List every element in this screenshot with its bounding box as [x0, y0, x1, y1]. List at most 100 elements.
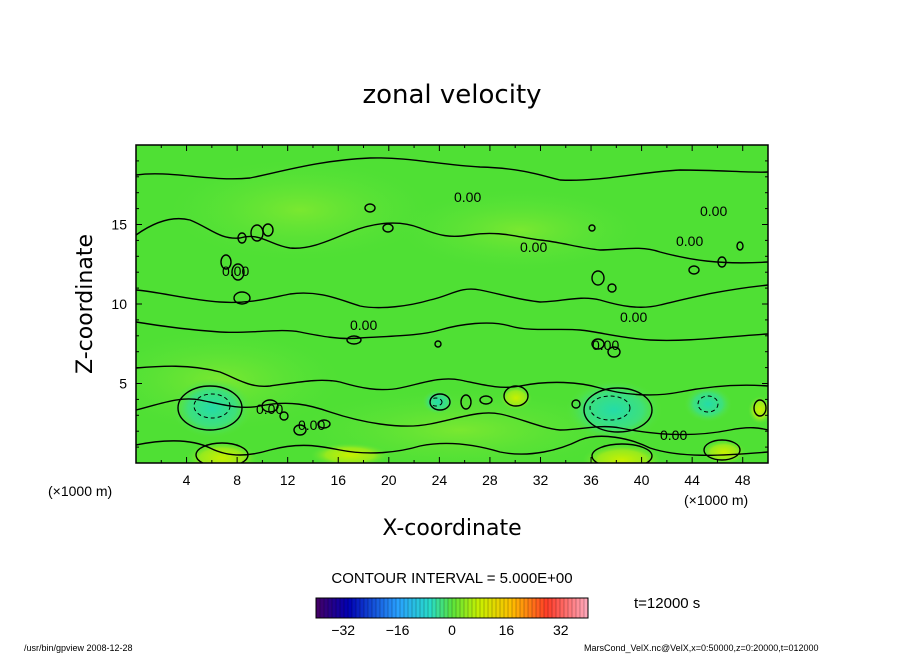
colorbar-ticks: −32 −16 0 16 32: [331, 622, 568, 638]
contour-label: 0.00: [350, 317, 377, 333]
colorbar-segment: [516, 598, 521, 618]
colorbar-segment: [368, 598, 373, 618]
colorbar-segment: [420, 598, 425, 618]
colorbar-segment: [364, 598, 369, 618]
colorbar-segment: [320, 598, 325, 618]
x-axis-unit-right: (×1000 m): [684, 492, 748, 508]
colorbar-segment: [404, 598, 409, 618]
chart-title: zonal velocity: [362, 80, 541, 110]
time-label: t=12000 s: [634, 595, 700, 612]
colorbar-segment: [548, 598, 553, 618]
colorbar-segment: [408, 598, 413, 618]
colorbar-segment: [380, 598, 385, 618]
colorbar-segment: [448, 598, 453, 618]
colorbar-tick-label: 16: [499, 622, 515, 638]
colorbar-segment: [376, 598, 381, 618]
contour-interval-text: CONTOUR INTERVAL = 5.000E+00: [331, 570, 572, 587]
x-tick-label: 28: [482, 472, 498, 488]
colorbar-segment: [388, 598, 393, 618]
footer-left: /usr/bin/gpview 2008-12-28: [24, 643, 133, 653]
colorbar-segment: [568, 598, 573, 618]
field-anomaly: [300, 390, 620, 463]
footer-right: MarsCond_VelX.nc@VelX,x=0:50000,z=0:2000…: [584, 643, 819, 653]
x-tick-label: 8: [233, 472, 241, 488]
contour-label: 0.00: [256, 401, 283, 417]
y-tick-label: 15: [111, 217, 127, 233]
colorbar-segment: [316, 598, 321, 618]
colorbar-segment: [352, 598, 357, 618]
x-tick-label: 20: [381, 472, 397, 488]
y-axis: 5 10 15: [111, 160, 768, 448]
colorbar-segment: [400, 598, 405, 618]
colorbar-segment: [396, 598, 401, 618]
x-tick-label: 4: [183, 472, 191, 488]
colorbar-segment: [580, 598, 585, 618]
contour-label: 0.00: [620, 309, 647, 325]
colorbar-segment: [356, 598, 361, 618]
contour-label: 0.00: [454, 189, 481, 205]
colorbar-segment: [332, 598, 337, 618]
colorbar-segment: [484, 598, 489, 618]
colorbar-segment: [456, 598, 461, 618]
colorbar-segment: [584, 598, 589, 618]
colorbar-segment: [524, 598, 529, 618]
field-anomaly: [566, 380, 662, 440]
colorbar-tick-label: −32: [331, 622, 355, 638]
y-tick-label: 10: [111, 296, 127, 312]
contour-label-group: 0.00 0.00 0.00 0.00 0.00 0.00 0.00 0.00 …: [222, 189, 727, 443]
colorbar-segment: [384, 598, 389, 618]
y-axis-label: Z-coordinate: [73, 234, 98, 374]
colorbar-segment: [572, 598, 577, 618]
colorbar: [315, 598, 589, 618]
contour-label: 0.00: [222, 263, 249, 279]
colorbar-segment: [536, 598, 541, 618]
colorbar-segment: [520, 598, 525, 618]
x-tick-label: 36: [583, 472, 599, 488]
field-anomaly: [400, 190, 640, 270]
colorbar-tick-label: 32: [553, 622, 569, 638]
contour-label: 0.00: [700, 203, 727, 219]
colorbar-segment: [412, 598, 417, 618]
colorbar-segment: [452, 598, 457, 618]
colorbar-segment: [496, 598, 501, 618]
colorbar-segment: [492, 598, 497, 618]
colorbar-segment: [392, 598, 397, 618]
plot-area: 0.00 0.00 0.00 0.00 0.00 0.00 0.00 0.00 …: [136, 145, 768, 463]
contour-label: 0.00: [592, 337, 619, 353]
field-anomaly: [684, 386, 732, 422]
colorbar-segment: [416, 598, 421, 618]
colorbar-segment: [488, 598, 493, 618]
colorbar-segment: [340, 598, 345, 618]
colorbar-segment: [460, 598, 465, 618]
field-anomaly: [748, 396, 768, 424]
contour-label: 0.00: [298, 417, 325, 433]
colorbar-tick-label: −16: [386, 622, 410, 638]
colorbar-segment: [540, 598, 545, 618]
y-tick-label: 5: [119, 376, 127, 392]
colorbar-segment: [464, 598, 469, 618]
colorbar-segment: [436, 598, 441, 618]
colorbar-segment: [552, 598, 557, 618]
x-tick-label: 44: [684, 472, 700, 488]
colorbar-segment: [444, 598, 449, 618]
colorbar-segment: [576, 598, 581, 618]
colorbar-segment: [328, 598, 333, 618]
x-tick-label: 40: [634, 472, 650, 488]
colorbar-segment: [476, 598, 481, 618]
colorbar-segment: [468, 598, 473, 618]
colorbar-segment: [432, 598, 437, 618]
contour-label: 0.00: [520, 239, 547, 255]
x-axis-unit-left: (×1000 m): [48, 483, 112, 499]
colorbar-frame: [315, 597, 589, 619]
colorbar-segment: [348, 598, 353, 618]
colorbar-segment: [324, 598, 329, 618]
x-tick-label: 16: [330, 472, 346, 488]
x-tick-label: 48: [735, 472, 751, 488]
contour-label: 0.00: [676, 233, 703, 249]
colorbar-segment: [508, 598, 513, 618]
field-anomaly: [170, 160, 430, 260]
colorbar-segment: [372, 598, 377, 618]
colorbar-segment: [512, 598, 517, 618]
colorbar-segment: [424, 598, 429, 618]
colorbar-segment: [360, 598, 365, 618]
